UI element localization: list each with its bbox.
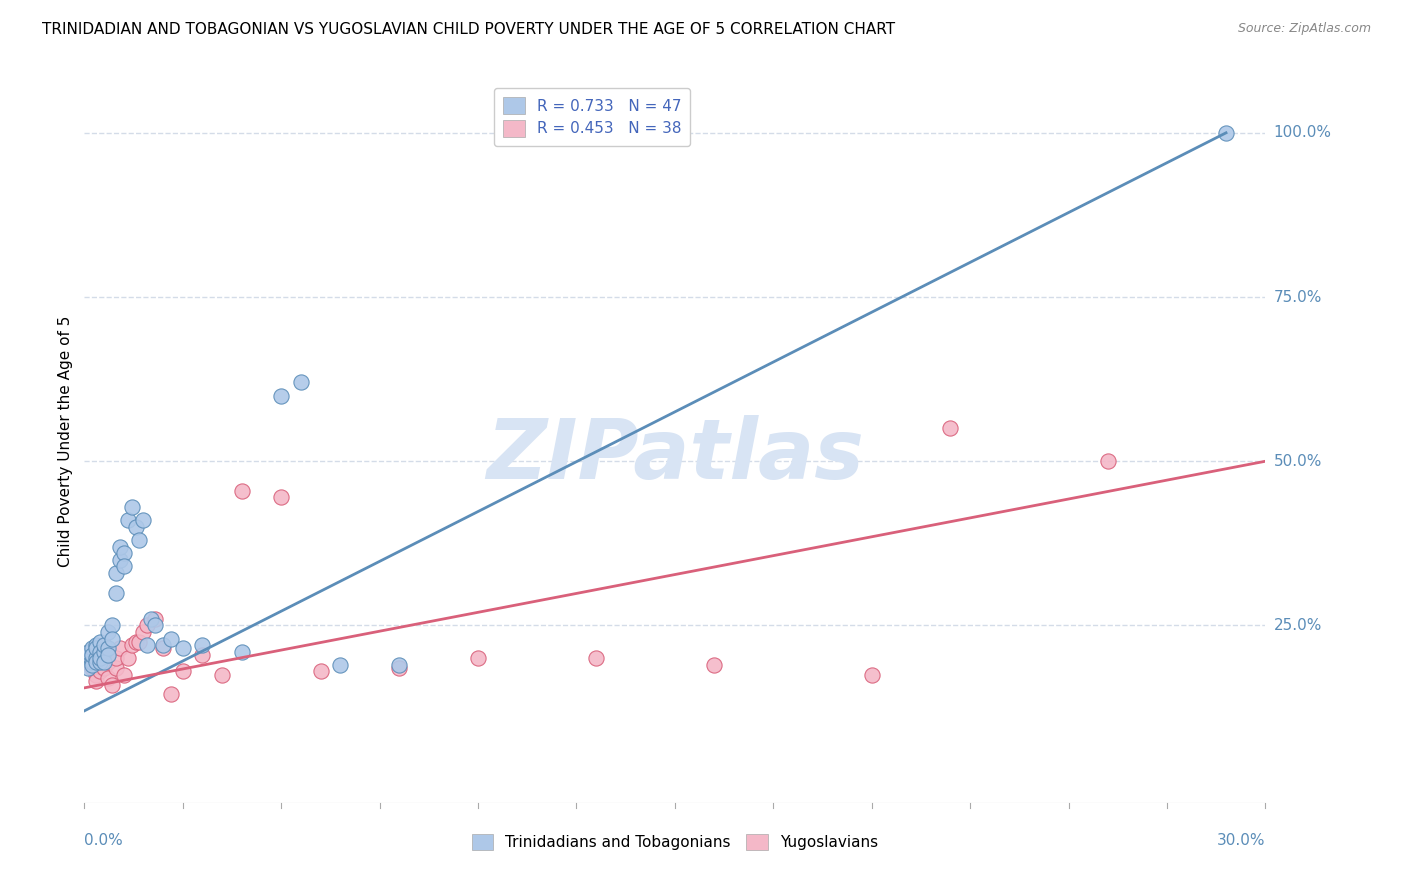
Text: 30.0%: 30.0% [1218,833,1265,848]
Point [82,651,104,665]
Text: Source: ZipAtlas.com: Source: ZipAtlas.com [1237,22,1371,36]
Point [77,655,100,669]
Point [121,500,143,515]
Text: 75.0%: 75.0% [1274,290,1322,304]
Point [211,667,233,681]
Legend: Trinidadians and Tobagonians, Yugoslavians: Trinidadians and Tobagonians, Yugoslavia… [465,828,884,856]
Point [93,661,115,675]
Point [82,641,104,656]
Point [132,513,155,527]
Point [82,655,104,669]
Text: 25.0%: 25.0% [1274,618,1322,633]
Point [136,618,159,632]
Point [136,638,159,652]
Point [141,612,163,626]
Point [191,638,214,652]
Point [132,625,155,640]
Point [108,540,131,554]
Point [84,655,107,669]
Point [152,641,174,656]
Point [124,520,146,534]
Text: 50.0%: 50.0% [1274,454,1322,468]
Point [104,585,127,599]
Point [231,483,253,498]
Point [82,657,104,672]
Point [160,632,183,646]
Point [89,655,111,669]
Point [388,661,411,675]
Point [112,667,135,681]
Point [117,651,139,665]
Point [97,648,120,662]
Point [290,376,312,390]
Point [101,618,124,632]
Point [97,655,120,669]
Point [1097,454,1119,468]
Point [108,641,131,656]
Text: ZIPatlas: ZIPatlas [486,416,863,497]
Y-axis label: Child Poverty Under the Age of 5: Child Poverty Under the Age of 5 [58,316,73,567]
Point [231,645,253,659]
Point [101,632,124,646]
Text: 0.0%: 0.0% [84,833,124,848]
Point [270,491,292,505]
Point [124,635,146,649]
Point [703,657,725,672]
Point [1215,126,1237,140]
Point [329,657,352,672]
Point [128,533,150,547]
Point [89,665,111,679]
Point [84,667,107,681]
Point [77,645,100,659]
Point [93,651,115,665]
Point [84,651,107,665]
Point [309,665,332,679]
Point [84,674,107,689]
Point [143,612,166,626]
Point [89,645,111,659]
Point [104,651,127,665]
Point [128,635,150,649]
Point [160,687,183,701]
Point [117,513,139,527]
Point [97,641,120,656]
Point [97,625,120,640]
Point [152,638,174,652]
Point [93,655,115,669]
Point [860,667,883,681]
Point [104,661,127,675]
Point [89,635,111,649]
Point [82,661,104,675]
Point [112,546,135,560]
Point [84,641,107,656]
Point [467,651,489,665]
Point [89,657,111,672]
Point [104,566,127,580]
Point [97,671,120,685]
Point [191,648,214,662]
Text: TRINIDADIAN AND TOBAGONIAN VS YUGOSLAVIAN CHILD POVERTY UNDER THE AGE OF 5 CORRE: TRINIDADIAN AND TOBAGONIAN VS YUGOSLAVIA… [42,22,896,37]
Point [121,638,143,652]
Point [93,645,115,659]
Point [77,661,100,675]
Point [93,638,115,652]
Point [939,421,962,435]
Point [172,641,194,656]
Point [112,559,135,574]
Point [89,651,111,665]
Point [101,677,124,691]
Point [77,651,100,665]
Point [388,657,411,672]
Point [172,665,194,679]
Point [585,651,607,665]
Point [84,638,107,652]
Text: 100.0%: 100.0% [1274,126,1331,140]
Point [108,553,131,567]
Point [82,648,104,662]
Point [270,388,292,402]
Point [143,618,166,632]
